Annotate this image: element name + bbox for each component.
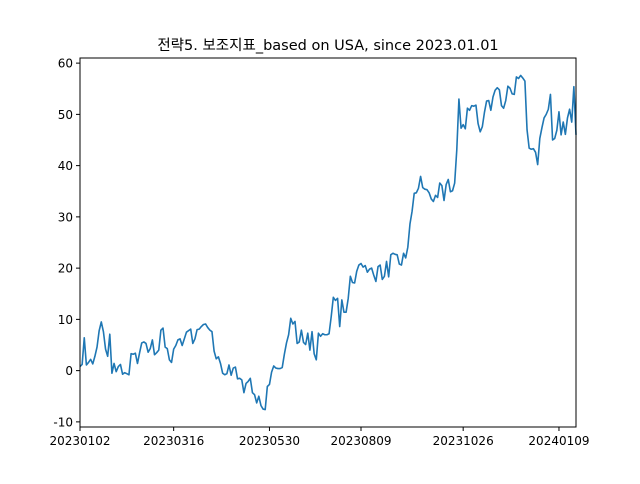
x-axis: 20230102 20230316 20230530 20230809 20231026… [49,427,590,448]
x-tick-label: 20230102 [49,434,110,448]
chart-title: 전략5. 보조지표_based on USA, since 2023.01.01 [157,37,498,54]
y-tick-label: 0 [65,364,73,378]
y-tick-label: -10 [53,415,73,429]
plot-area [79,74,577,411]
x-tick-label: 20230809 [330,434,391,448]
x-tick-label: 20231026 [433,434,494,448]
x-tick-label: 20230316 [143,434,204,448]
y-tick-label: 60 [58,57,73,71]
plot-frame [79,57,577,428]
y-tick-label: 20 [58,262,73,276]
y-tick-label: 40 [58,159,73,173]
y-tick-label: 10 [58,313,73,327]
y-axis: -10 0 10 20 30 40 50 60 [53,57,80,429]
x-tick-label: 20240109 [528,434,589,448]
y-tick-label: 30 [58,210,73,224]
x-tick-label: 20230530 [239,434,300,448]
series-line [79,74,577,411]
y-tick-label: 50 [58,108,73,122]
